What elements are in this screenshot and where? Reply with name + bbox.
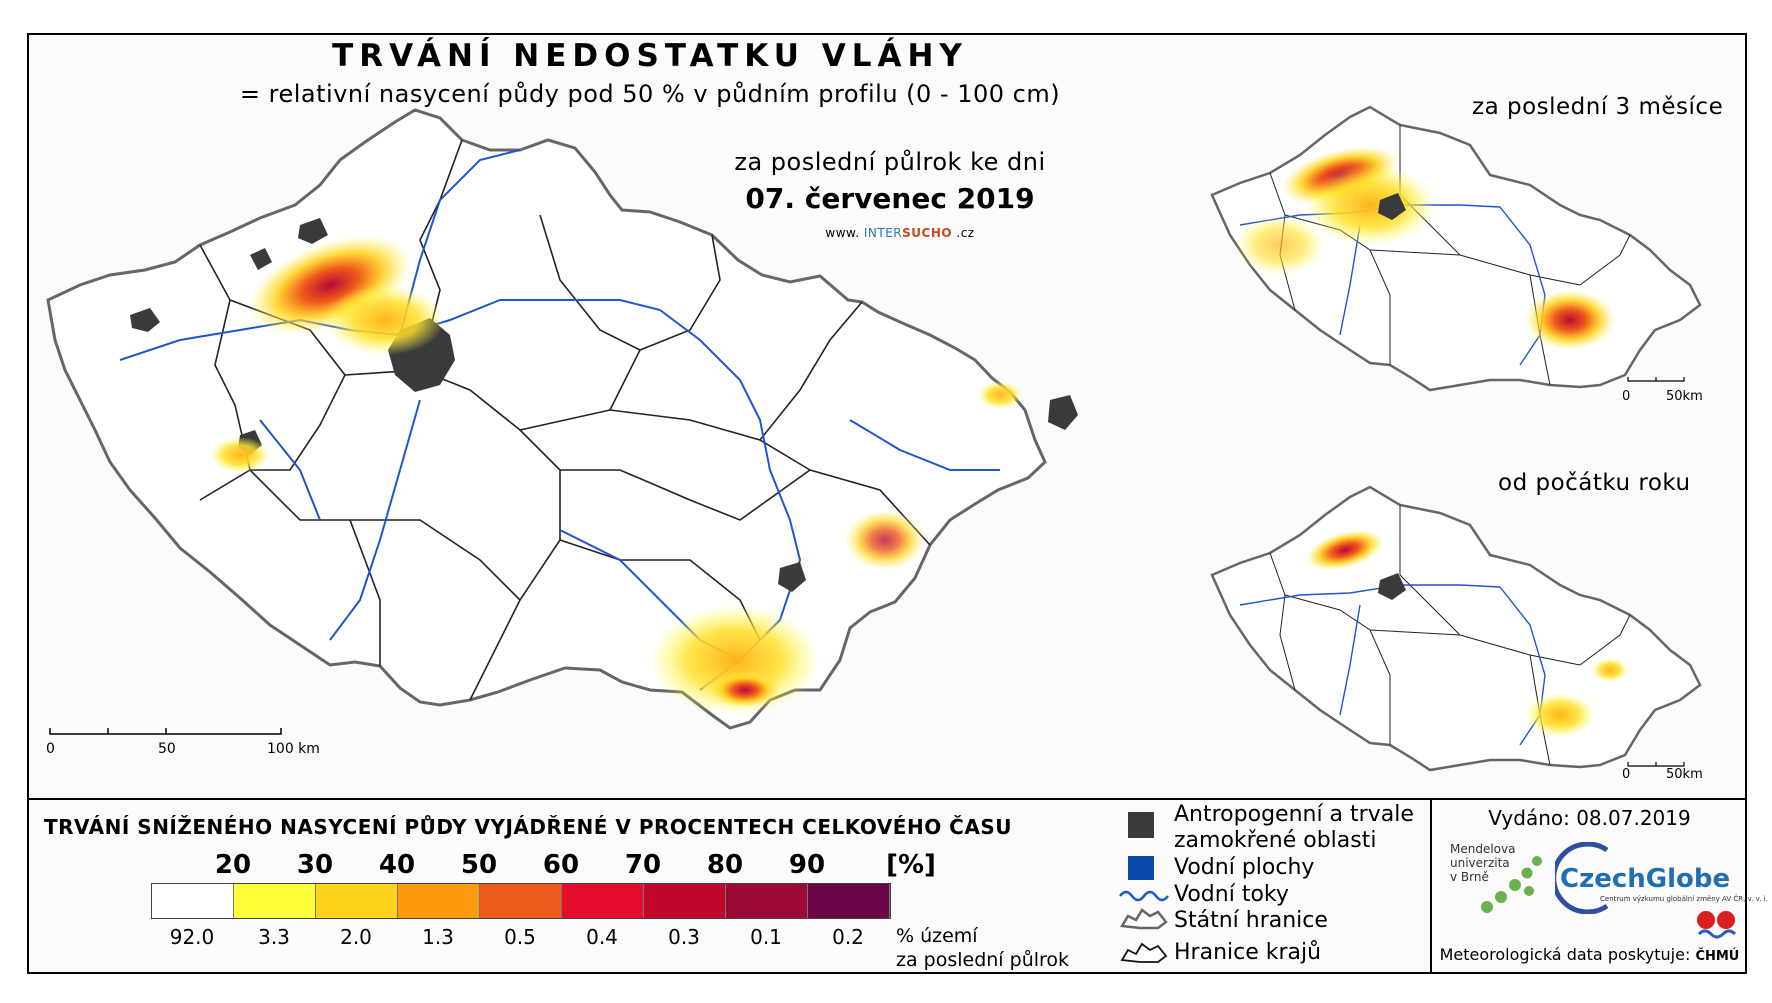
mendel-logo-icon [1481, 856, 1542, 913]
legend-threshold: [%] [886, 850, 936, 880]
map-date: 07. červenec 2019 [745, 182, 1035, 215]
czechglobe-logo-text: CzechGlobe [1560, 864, 1731, 894]
czech-border [46, 108, 1047, 730]
legend-unit-line1: % území [896, 925, 978, 947]
meteo-data-credit: Meteorologická data poskytuje: ČHMÚ [1432, 945, 1747, 964]
legend-threshold: 50 [460, 850, 498, 880]
inset2-border [1210, 485, 1702, 772]
drought-hotspot-east [978, 381, 1022, 409]
legend-swatch [562, 884, 644, 918]
inset2-scale-end: 50km [1666, 767, 1703, 782]
footer-divider [1430, 798, 1432, 974]
inset1-hot-west [1235, 215, 1325, 275]
legend-share-value: 0.3 [668, 925, 700, 949]
inset1-urban [1378, 193, 1406, 220]
legend-threshold: 80 [706, 850, 744, 880]
legend-share-value: 3.3 [258, 925, 290, 949]
inset2-scale-bar [1627, 762, 1685, 767]
inset2-hot-north [1306, 529, 1384, 571]
mendel-line1: Mendelova [1450, 842, 1516, 856]
inset2-hot-south [1525, 693, 1595, 737]
legend-threshold: 30 [296, 850, 334, 880]
mendel-line2: univerzita [1450, 856, 1510, 870]
border-key-label: Státní hranice [1174, 908, 1328, 933]
legend-share-value: 0.5 [504, 925, 536, 949]
drought-hotspot-south-core [710, 672, 780, 708]
legend-divider [27, 798, 1747, 800]
legend-share-value: 0.4 [586, 925, 618, 949]
meteo-label: Meteorologická data poskytuje: [1439, 945, 1691, 964]
border-key-icon [1119, 908, 1168, 930]
chmu-label: ČHMÚ [1695, 949, 1740, 964]
legend-swatch [316, 884, 398, 918]
drought-hotspot-pilsen [210, 437, 270, 473]
scale-mid: 50 [158, 741, 176, 757]
legend-swatch [644, 884, 726, 918]
czechglobe-subtitle: Centrum výzkumu globální změny AV ČR, v.… [1600, 895, 1768, 903]
water-key-swatch [1128, 856, 1154, 880]
legend-unit: % území za poslední půlrok [896, 924, 1069, 972]
legend-share-value: 0.2 [832, 925, 864, 949]
urban-key-line1: Antropogenní a trvale [1174, 802, 1414, 827]
mendel-line3: v Brně [1450, 870, 1489, 884]
urban-key-label: Antropogenní a trvale zamokřené oblasti [1174, 802, 1414, 854]
inset2-hot-east [1592, 658, 1628, 682]
inset-3-months-map [1210, 105, 1702, 392]
legend-threshold: 60 [542, 850, 580, 880]
scale-end: 100 km [267, 741, 320, 757]
drought-hotspot-prague [325, 285, 445, 355]
czechglobe-logo-icon [1555, 842, 1609, 914]
legend-swatch [808, 884, 890, 918]
legend-share-value: 2.0 [340, 925, 372, 949]
legend-swatch [152, 884, 234, 918]
inset-year-label: od počátku roku [1498, 470, 1691, 496]
web-prefix: www. [825, 226, 860, 240]
map-subtitle: = relativní nasycení půdy pod 50 % v půd… [239, 80, 1061, 108]
scale-zero: 0 [46, 741, 55, 757]
water-key-label: Vodní plochy [1174, 855, 1315, 880]
mendel-university-label: Mendelova univerzita v Brně [1450, 842, 1515, 884]
inset1-scale-bar [1627, 377, 1685, 382]
inset2-scale-zero: 0 [1622, 767, 1631, 782]
urban-key-swatch [1128, 812, 1154, 838]
map-title: TRVÁNÍ NEDOSTATKU VLÁHY [332, 38, 968, 74]
inset1-hot-south [1525, 290, 1615, 350]
inset2-urban [1378, 573, 1406, 600]
legend-threshold: 20 [214, 850, 252, 880]
legend-threshold: 40 [378, 850, 416, 880]
inset1-hot-center [1305, 165, 1435, 245]
legend-swatch [234, 884, 316, 918]
legend-unit-line2: za poslední půlrok [896, 949, 1070, 971]
legend-title: TRVÁNÍ SNÍŽENÉHO NASYCENÍ PŮDY VYJÁDŘENÉ… [44, 815, 1012, 839]
chmu-logo-icon [1697, 911, 1737, 939]
river-key-label: Vodní toky [1174, 882, 1289, 907]
river-key-icon [1119, 890, 1169, 902]
inset-year-map [1210, 485, 1702, 772]
legend-threshold: 70 [624, 850, 662, 880]
region-key-icon [1120, 942, 1168, 963]
inset1-scale-end: 50km [1666, 389, 1703, 404]
period-label: za poslední půlrok ke dni [734, 148, 1046, 176]
drought-hotspot-central [845, 510, 925, 570]
issued-date: Vydáno: 08.07.2019 [1488, 806, 1691, 830]
inset-3-months-label: za poslední 3 měsíce [1472, 94, 1724, 120]
legend-share-value: 0.1 [750, 925, 782, 949]
legend-share-value: 1.3 [422, 925, 454, 949]
legend-swatch [726, 884, 808, 918]
legend-threshold: 90 [788, 850, 826, 880]
region-borders [199, 139, 931, 701]
region-key-label: Hranice krajů [1174, 940, 1322, 965]
web-inter: INTER [863, 226, 903, 240]
web-suffix: .cz [956, 226, 975, 240]
inset1-scale-zero: 0 [1622, 389, 1631, 404]
legend-swatch [480, 884, 562, 918]
main-scale-bar [49, 728, 282, 735]
legend-share-value: 92.0 [169, 925, 215, 949]
urban-key-line2: zamokřené oblasti [1174, 828, 1377, 853]
website-label[interactable]: www. INTERSUCHO .cz [780, 226, 1020, 240]
web-sucho: SUCHO [902, 226, 953, 240]
legend-swatch [398, 884, 480, 918]
legend-color-bar [151, 883, 891, 919]
